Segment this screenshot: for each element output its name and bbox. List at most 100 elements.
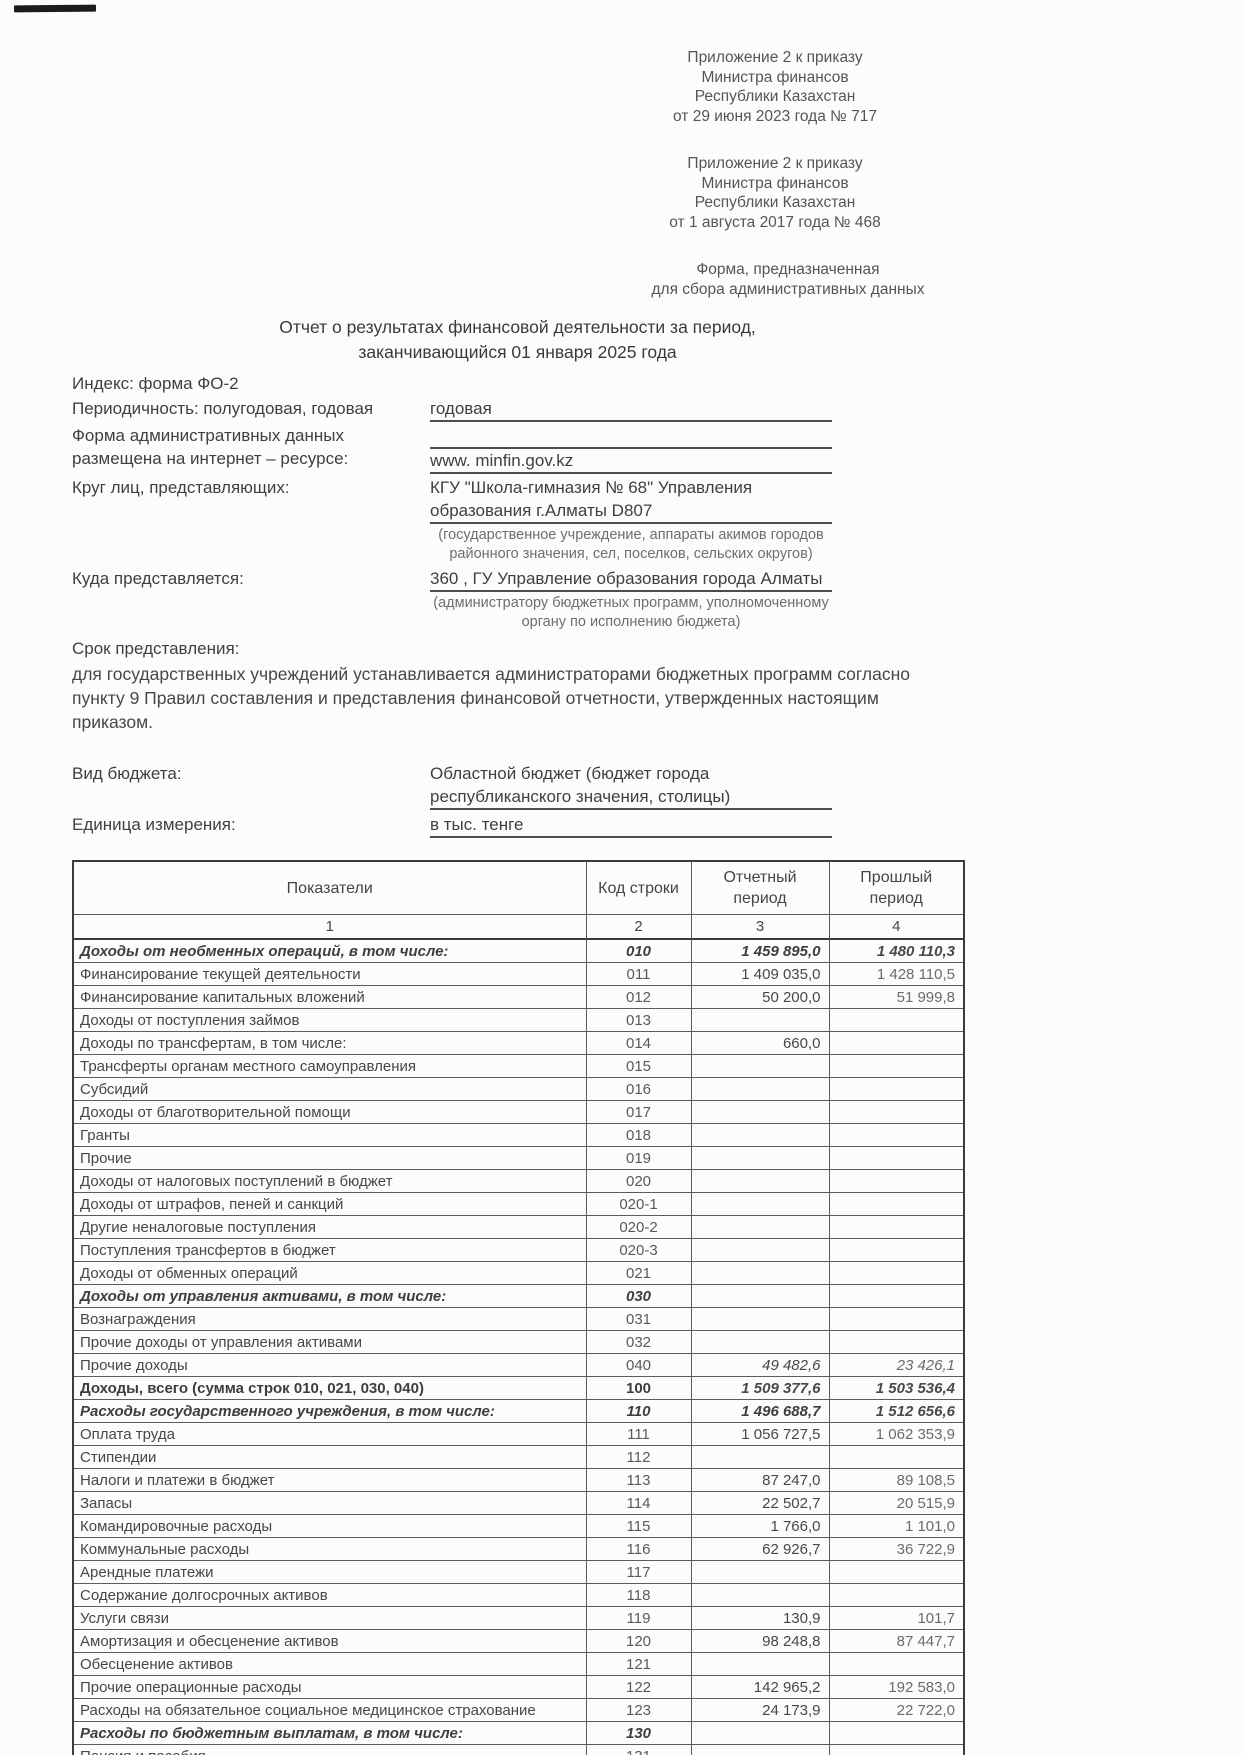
cell-code: 100 [585,1376,692,1400]
cell-previous-period [828,1077,965,1101]
cell-code: 122 [585,1675,692,1699]
cell-code: 032 [585,1330,692,1354]
cell-indicator: Амортизация и обесценение активов [72,1629,587,1653]
cell-current-period [690,1054,830,1078]
cell-current-period [690,1100,830,1124]
cell-previous-period [828,1192,965,1216]
cell-code: 014 [585,1031,692,1055]
cell-previous-period: 89 108,5 [828,1468,965,1492]
header-previous-period: Прошлый период [828,860,965,915]
cell-code: 121 [585,1652,692,1676]
cell-indicator: Доходы от обменных операций [72,1261,587,1285]
table-row: Доходы от обменных операций 021 [72,1261,965,1285]
appendix-block-468: Приложение 2 к приказу Министра финансов… [575,154,975,232]
cell-code: 131 [585,1744,692,1755]
table-row: Расходы по бюджетным выплатам, в том чис… [72,1721,965,1745]
cell-indicator: Налоги и платежи в бюджет [72,1468,587,1492]
cell-indicator: Запасы [72,1491,587,1515]
cell-previous-period: 1 503 536,4 [828,1376,965,1400]
field-index: Индекс: форма ФО-2 [72,372,963,395]
cell-current-period: 1 056 727,5 [690,1422,830,1446]
cell-current-period [690,1744,830,1755]
cell-indicator: Расходы по бюджетным выплатам, в том чис… [72,1721,587,1745]
cell-indicator: Доходы от необменных операций, в том чис… [72,938,587,963]
cell-previous-period: 1 480 110,3 [828,938,965,963]
cell-previous-period: 101,7 [828,1606,965,1630]
form-fields: Индекс: форма ФО-2 Периодичность: полуго… [72,372,963,838]
cell-current-period: 87 247,0 [690,1468,830,1492]
cell-current-period: 50 200,0 [690,985,830,1009]
cell-previous-period: 23 426,1 [828,1353,965,1377]
table-row: Запасы 114 22 502,7 20 515,9 [72,1491,965,1515]
table-row: Финансирование капитальных вложений 012 … [72,985,965,1009]
cell-previous-period [828,1330,965,1354]
cell-current-period: 22 502,7 [690,1491,830,1515]
cell-code: 030 [585,1284,692,1308]
cell-indicator: Прочие доходы от управления активами [72,1330,587,1354]
cell-current-period: 98 248,8 [690,1629,830,1653]
field-placement-label: Форма административных данных размещена … [72,426,349,468]
cell-code: 113 [585,1468,692,1492]
cell-code: 010 [585,938,692,963]
field-submitters-value: КГУ "Школа-гимназия № 68" Управления обр… [430,476,832,524]
cell-code: 020-3 [585,1238,692,1262]
cell-current-period: 1 766,0 [690,1514,830,1538]
cell-indicator: Прочие операционные расходы [72,1675,587,1699]
cell-indicator: Доходы, всего (сумма строк 010, 021, 030… [72,1376,587,1400]
field-deadline: Срок представления: [72,637,963,660]
field-submitters: Круг лиц, представляющих: КГУ "Школа-гим… [72,476,963,524]
cell-code: 019 [585,1146,692,1170]
table-row: Субсидий 016 [72,1077,965,1101]
cell-indicator: Арендные платежи [72,1560,587,1584]
table-row: Финансирование текущей деятельности 011 … [72,962,965,986]
header-current-period: Отчетный период [690,860,830,915]
cell-previous-period [828,1146,965,1170]
cell-previous-period [828,1031,965,1055]
cell-previous-period [828,1261,965,1285]
cell-previous-period [828,1721,965,1745]
form-purpose-line: для сбора административных данных [651,280,925,298]
cell-indicator: Доходы от управления активами, в том чис… [72,1284,587,1308]
cell-previous-period [828,1445,965,1469]
scan-artifact-mark [13,4,97,13]
cell-indicator: Стипендии [72,1445,587,1469]
cell-current-period [690,1445,830,1469]
cell-code: 011 [585,962,692,986]
cell-code: 117 [585,1560,692,1584]
cell-indicator: Прочие [72,1146,587,1170]
table-row: Услуги связи 119 130,9 101,7 [72,1606,965,1630]
cell-previous-period [828,1238,965,1262]
cell-code: 031 [585,1307,692,1331]
cell-code: 116 [585,1537,692,1561]
cell-code: 120 [585,1629,692,1653]
cell-previous-period: 51 999,8 [828,985,965,1009]
column-number: 2 [585,914,692,940]
cell-previous-period: 1 512 656,6 [828,1399,965,1423]
table-row: Поступления трансфертов в бюджет 020-3 [72,1238,965,1262]
field-destination: Куда представляется: 360 , ГУ Управление… [72,567,963,592]
cell-current-period [690,1330,830,1354]
field-deadline-text: для государственных учреждений устанавли… [72,664,911,732]
cell-code: 021 [585,1261,692,1285]
table-row: Гранты 018 [72,1123,965,1147]
cell-current-period: 24 173,9 [690,1698,830,1722]
table-row: Командировочные расходы 115 1 766,0 1 10… [72,1514,965,1538]
cell-code: 123 [585,1698,692,1722]
cell-current-period [690,1652,830,1676]
cell-current-period [690,1560,830,1584]
table-row: Арендные платежи 117 [72,1560,965,1584]
cell-indicator: Финансирование капитальных вложений [72,985,587,1009]
cell-current-period [690,1721,830,1745]
appendix-line: Министра финансов [701,68,849,86]
cell-current-period: 1 459 895,0 [690,938,830,963]
cell-indicator: Другие неналоговые поступления [72,1215,587,1239]
table-row: Амортизация и обесценение активов 120 98… [72,1629,965,1653]
header-row: Показатели Код строки Отчетный период Пр… [72,860,965,915]
cell-current-period: 1 409 035,0 [690,962,830,986]
cell-code: 118 [585,1583,692,1607]
table-row: Оплата труда 111 1 056 727,5 1 062 353,9 [72,1422,965,1446]
cell-previous-period [828,1652,965,1676]
cell-indicator: Содержание долгосрочных активов [72,1583,587,1607]
cell-indicator: Расходы на обязательное социальное медиц… [72,1698,587,1722]
